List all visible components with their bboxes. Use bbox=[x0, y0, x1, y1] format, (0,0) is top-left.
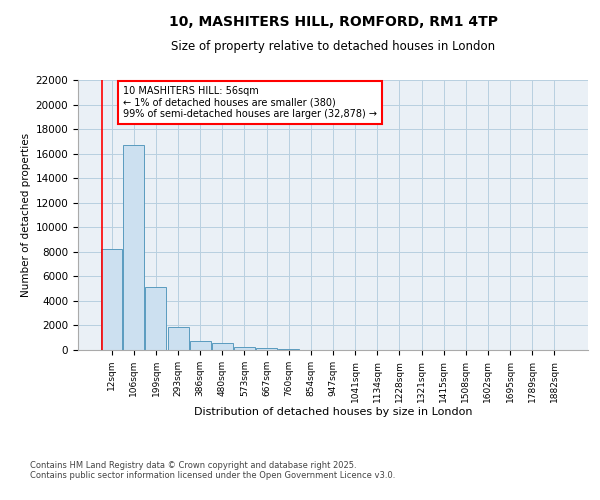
Bar bbox=[212, 343, 233, 350]
Bar bbox=[234, 347, 255, 350]
Y-axis label: Number of detached properties: Number of detached properties bbox=[22, 133, 31, 297]
Bar bbox=[256, 348, 277, 350]
Bar bbox=[124, 145, 145, 350]
Text: 10, MASHITERS HILL, ROMFORD, RM1 4TP: 10, MASHITERS HILL, ROMFORD, RM1 4TP bbox=[169, 15, 497, 29]
Bar bbox=[145, 288, 166, 350]
Text: 10 MASHITERS HILL: 56sqm
← 1% of detached houses are smaller (380)
99% of semi-d: 10 MASHITERS HILL: 56sqm ← 1% of detache… bbox=[123, 86, 377, 120]
Text: Size of property relative to detached houses in London: Size of property relative to detached ho… bbox=[171, 40, 495, 53]
Text: Contains HM Land Registry data © Crown copyright and database right 2025.
Contai: Contains HM Land Registry data © Crown c… bbox=[30, 460, 395, 480]
Bar bbox=[190, 341, 211, 350]
Bar bbox=[278, 349, 299, 350]
Bar bbox=[167, 328, 188, 350]
X-axis label: Distribution of detached houses by size in London: Distribution of detached houses by size … bbox=[194, 408, 472, 418]
Bar bbox=[101, 250, 122, 350]
